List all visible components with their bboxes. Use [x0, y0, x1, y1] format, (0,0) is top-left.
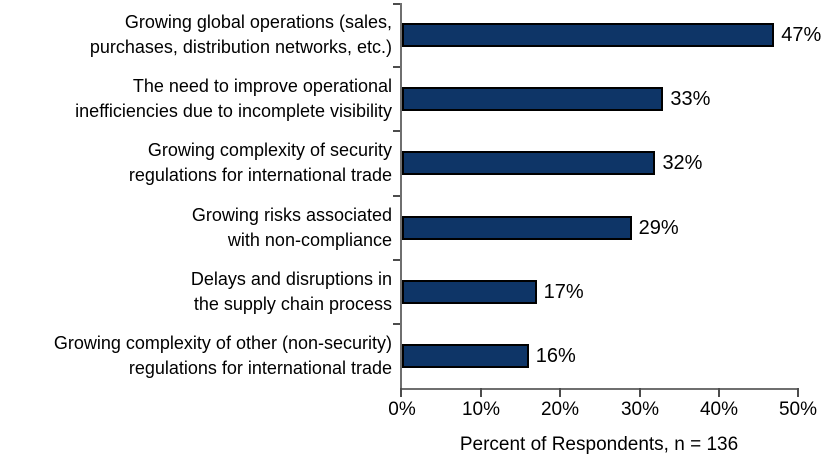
y-axis-tick [393, 3, 400, 5]
y-axis-tick [393, 322, 400, 325]
value-label: 33% [670, 88, 711, 111]
category-label: Growing complexity of other (non-securit… [0, 324, 392, 388]
value-label: 16% [535, 344, 576, 367]
bar [402, 343, 529, 368]
bar [402, 23, 775, 48]
category-label-line: Growing complexity of other (non-securit… [53, 332, 392, 353]
x-tick-label: 10% [461, 399, 501, 420]
category-label-line: regulations for international trade [128, 357, 392, 378]
category-label-line: the supply chain process [193, 293, 392, 314]
category-label-line: Growing complexity of security [147, 140, 392, 161]
category-label-line: purchases, distribution networks, etc.) [89, 37, 392, 58]
value-label: 17% [543, 280, 584, 303]
x-tick-label: 50% [778, 399, 818, 420]
category-label-line: The need to improve operational [132, 76, 392, 97]
y-axis-tick [393, 66, 400, 69]
category-label: The need to improve operational inefficie… [0, 67, 392, 131]
y-axis-tick [393, 194, 400, 197]
x-axis-title: Percent of Respondents, n = 136 [459, 434, 739, 455]
x-tick-label: 20% [540, 399, 580, 420]
value-label: 29% [638, 216, 679, 239]
category-label-line: Delays and disruptions in [190, 268, 392, 289]
x-axis-tick [559, 388, 561, 397]
category-label: Delays and disruptions in the supply chai… [0, 260, 392, 324]
plot-area: 47% 33% 32% 29% 17% 16% 0% 10% 20% 30% 40% 50% [388, 3, 821, 420]
y-axis-tick [393, 130, 400, 133]
category-labels: Growing global operations (sales, purchas… [0, 3, 392, 388]
x-tick-label: 0% [388, 399, 416, 420]
bar [402, 151, 656, 176]
category-label: Growing global operations (sales, purchas… [0, 3, 392, 67]
x-axis-tick [400, 388, 402, 397]
category-label-line: inefficiencies due to incomplete visibil… [75, 101, 392, 122]
x-tick-label: 40% [699, 399, 739, 420]
x-tick-label: 30% [620, 399, 660, 420]
value-label: 47% [781, 24, 822, 47]
category-label: Growing complexity of security regulation… [0, 131, 392, 195]
bar [402, 279, 537, 304]
x-axis-tick [797, 388, 799, 397]
category-label-line: Growing risks associated [191, 204, 392, 225]
category-label: Growing risks associated with non-complia… [0, 196, 392, 260]
bar [402, 87, 664, 112]
category-label-line: Growing global operations (sales, [124, 12, 392, 33]
x-axis-tick [480, 388, 482, 397]
bar [402, 215, 632, 240]
x-axis-tick [639, 388, 641, 397]
y-axis-tick [393, 258, 400, 261]
category-label-line: regulations for international trade [128, 165, 392, 186]
value-label: 32% [662, 152, 703, 175]
x-axis-tick [718, 388, 720, 397]
category-label-line: with non-compliance [227, 229, 392, 250]
